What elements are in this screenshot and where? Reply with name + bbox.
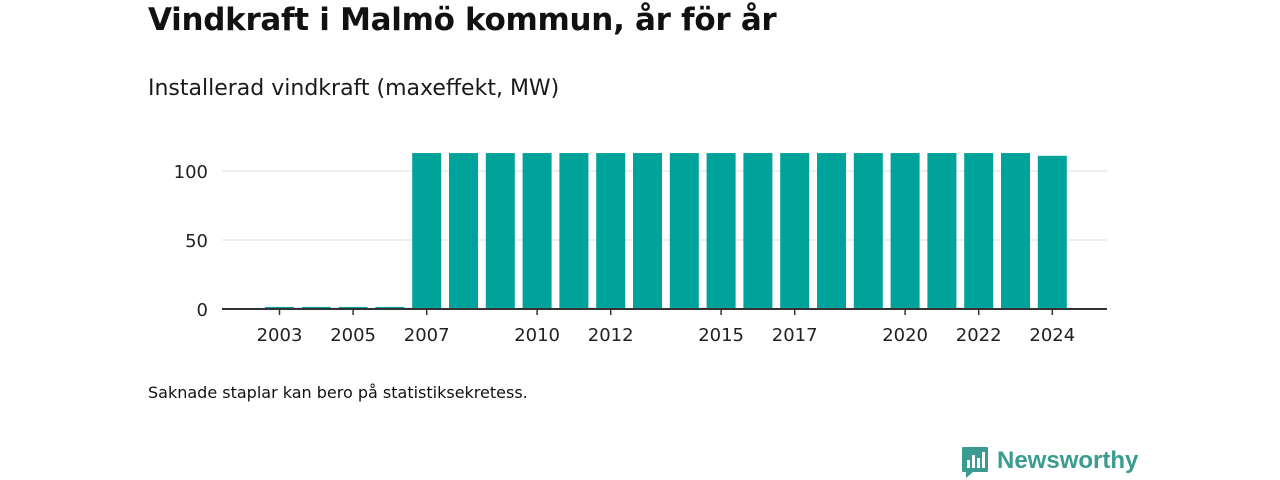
bar-2014	[669, 153, 699, 309]
x-tick-label: 2015	[698, 325, 744, 346]
bar-2009	[485, 153, 515, 309]
bar-2015	[706, 153, 736, 309]
brand-logo: Newsworthy	[961, 446, 1138, 480]
x-tick-label: 2022	[956, 325, 1002, 346]
chart-title: Vindkraft i Malmö kommun, år för år	[148, 2, 777, 38]
bar-2020	[890, 153, 920, 309]
x-tick-label: 2020	[882, 325, 928, 346]
y-tick-label: 50	[185, 231, 208, 252]
bar-2022	[964, 153, 994, 309]
tick-labels: 0 50 100 2003 2005 2007 2010 2012 2015 2017 2020 20…	[174, 162, 1076, 346]
x-tick-label: 2003	[257, 325, 303, 346]
x-tick-label: 2007	[404, 325, 450, 346]
bar-chart-speech-bubble-icon	[962, 447, 988, 478]
gridlines	[222, 170, 1107, 241]
bar-2017	[780, 153, 810, 309]
bar-2024	[1037, 155, 1067, 309]
bar-2011	[559, 153, 589, 309]
bar-2007	[412, 153, 442, 309]
bar-2005	[338, 306, 368, 309]
y-tick-label: 100	[174, 162, 208, 183]
x-tick-label: 2024	[1029, 325, 1075, 346]
bars	[265, 153, 1067, 309]
bar-2019	[853, 153, 883, 309]
x-tick-label: 2005	[330, 325, 376, 346]
x-tick-label: 2017	[772, 325, 818, 346]
bar-2010	[522, 153, 552, 309]
bar-2006	[375, 306, 405, 309]
bar-2016	[743, 153, 773, 309]
y-tick-label: 0	[197, 300, 208, 321]
bar-2004	[301, 306, 331, 309]
brand-name: Newsworthy	[997, 447, 1139, 474]
bar-2023	[1001, 153, 1030, 309]
footnote: Saknade staplar kan bero på statistiksek…	[148, 383, 528, 402]
bar-2003	[265, 306, 294, 309]
bar-2018	[817, 153, 846, 309]
bar-2012	[596, 153, 626, 309]
axes	[222, 308, 1107, 315]
x-tick-label: 2010	[514, 325, 560, 346]
chart-subtitle: Installerad vindkraft (maxeffekt, MW)	[148, 76, 560, 101]
x-tick-label: 2012	[588, 325, 634, 346]
bar-2013	[633, 153, 662, 309]
bar-2008	[449, 153, 478, 309]
bar-2021	[927, 153, 957, 309]
bar-chart: 0 50 100 2003 2005 2007 2010 2012 2015 2017 2020 20…	[174, 153, 1107, 346]
